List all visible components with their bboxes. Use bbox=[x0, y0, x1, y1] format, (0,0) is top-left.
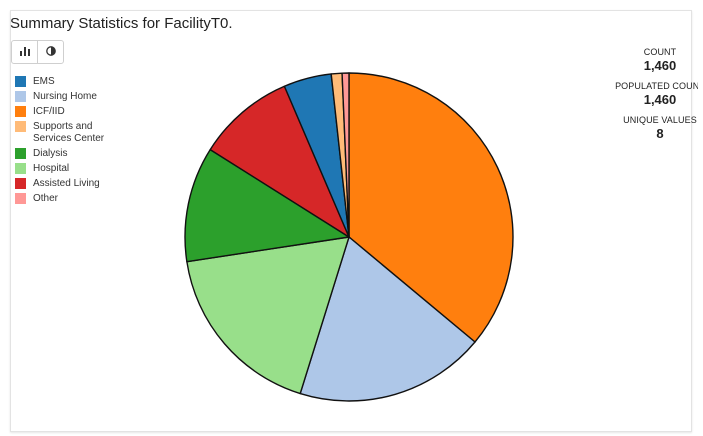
legend-label: Other bbox=[33, 193, 59, 204]
legend-item: Other bbox=[15, 193, 113, 205]
legend-item: Hospital bbox=[15, 163, 113, 175]
legend-label: Dialysis bbox=[33, 148, 68, 159]
legend-item: Dialysis bbox=[15, 148, 113, 160]
legend-swatch bbox=[15, 193, 26, 204]
legend-swatch bbox=[15, 106, 26, 117]
stat-value-unique-values: 8 bbox=[656, 126, 664, 141]
legend-label: Supports and Services Center bbox=[33, 121, 105, 144]
bar-chart-button[interactable] bbox=[12, 41, 37, 63]
legend-swatch bbox=[15, 121, 26, 132]
pie-chart-button[interactable] bbox=[37, 41, 63, 63]
chart-type-toggle bbox=[11, 40, 64, 64]
right-edge bbox=[698, 0, 703, 436]
chart-legend: EMS Nursing Home ICF/IID Supports and Se… bbox=[15, 76, 113, 208]
summary-stats: COUNT 1,460 POPULATED COUNT 1,460 UNIQUE… bbox=[600, 47, 703, 149]
legend-item: Supports and Services Center bbox=[15, 121, 113, 145]
page-title: Summary Statistics for FacilityT0. bbox=[10, 15, 233, 32]
legend-label: ICF/IID bbox=[33, 106, 65, 117]
legend-item: Nursing Home bbox=[15, 91, 113, 103]
legend-label: EMS bbox=[33, 76, 55, 87]
legend-label: Hospital bbox=[33, 163, 70, 174]
stat-label-unique-values: UNIQUE VALUES bbox=[623, 115, 697, 125]
pie-slice-icf-iid[interactable] bbox=[348, 72, 514, 343]
pie-slice-hospital[interactable] bbox=[186, 236, 350, 395]
legend-label: Nursing Home bbox=[33, 91, 97, 102]
legend-item: EMS bbox=[15, 76, 113, 88]
pie-slice-dialysis[interactable] bbox=[184, 148, 350, 263]
legend-item: ICF/IID bbox=[15, 106, 113, 118]
legend-swatch bbox=[15, 178, 26, 189]
half-circle-icon bbox=[45, 43, 56, 61]
legend-swatch bbox=[15, 148, 26, 159]
stat-value-count: 1,460 bbox=[643, 58, 677, 73]
pie-slice-nursing-home[interactable] bbox=[299, 236, 476, 402]
pie-slice-assisted-living[interactable] bbox=[209, 85, 350, 238]
stat-label-populated-count: POPULATED COUNT bbox=[615, 81, 703, 91]
pie-slice-other[interactable] bbox=[341, 72, 350, 238]
legend-swatch bbox=[15, 163, 26, 174]
legend-swatch bbox=[15, 91, 26, 102]
legend-label: Assisted Living bbox=[33, 178, 100, 189]
legend-item: Assisted Living bbox=[15, 178, 113, 190]
bar-chart-icon bbox=[19, 43, 30, 61]
stat-value-populated-count: 1,460 bbox=[643, 92, 677, 107]
stat-label-count: COUNT bbox=[643, 47, 677, 57]
legend-swatch bbox=[15, 76, 26, 87]
